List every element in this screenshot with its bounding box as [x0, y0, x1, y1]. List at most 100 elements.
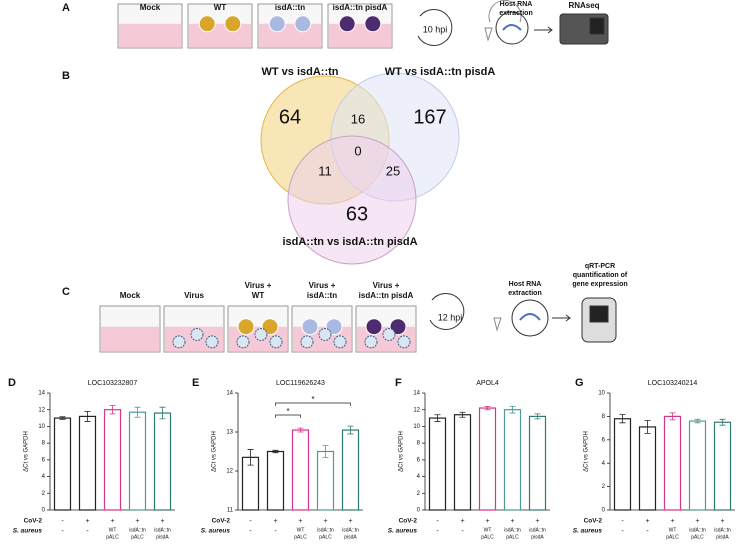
error-bar: [644, 420, 651, 434]
well-label: Virus: [184, 291, 204, 300]
rna: [519, 313, 541, 321]
y-tick-label: 6: [42, 457, 46, 463]
bar: [103, 409, 122, 511]
error-bar: [694, 418, 701, 424]
error-bar: [534, 413, 541, 420]
chart-title: LOC103240214: [648, 380, 698, 387]
medium: [259, 23, 321, 47]
panel-letter: F: [395, 377, 402, 389]
condition-label: +: [720, 518, 724, 525]
condition-name: CoV-2: [584, 518, 603, 525]
condition-label: +: [273, 518, 277, 525]
bar: [453, 414, 472, 511]
virus: [236, 335, 250, 349]
condition-label: isdA::tn: [689, 527, 706, 533]
error-bar: [322, 445, 329, 458]
condition-label: +: [323, 518, 327, 525]
y-tick-label: 12: [226, 469, 233, 475]
condition-label: +: [298, 518, 302, 525]
step-label: RNAseq: [568, 1, 599, 10]
y-tick-label: 13: [226, 430, 233, 436]
set-label: WT vs isdA::tn pisdA: [385, 66, 496, 78]
virus: [172, 335, 186, 349]
region-count: 25: [386, 163, 400, 178]
step-label: extraction: [499, 10, 532, 17]
zoom-circle: [495, 11, 529, 45]
condition-label: pALC: [106, 534, 119, 540]
condition-name: CoV-2: [24, 518, 43, 525]
y-tick-label: 12: [38, 407, 45, 413]
condition-label: -: [461, 528, 464, 535]
bar: [78, 415, 97, 511]
venn-circle: [287, 135, 417, 265]
condition-label: WT: [297, 527, 305, 533]
condition-label: -: [274, 528, 277, 535]
bar: [528, 415, 547, 511]
condition-label: WT: [669, 527, 677, 533]
error-bar: [669, 412, 676, 421]
error-bar: [434, 414, 441, 422]
bar: [503, 409, 522, 511]
rna: [502, 24, 522, 31]
bar: [663, 415, 682, 511]
cells: [365, 318, 383, 336]
error-bar: [159, 406, 166, 420]
y-tick-label: 12: [413, 407, 420, 413]
condition-label: -: [61, 528, 64, 535]
condition-label: isdA::tn: [504, 527, 521, 533]
condition-label: pisdA: [716, 534, 729, 540]
condition-label: +: [695, 518, 699, 525]
condition-label: +: [535, 518, 539, 525]
well-label: WT: [252, 291, 265, 300]
condition-label: isdA::tn: [342, 527, 359, 533]
virus: [364, 335, 378, 349]
bar: [688, 420, 707, 511]
y-tick-label: 4: [42, 474, 46, 480]
chart-title: APOL4: [476, 380, 499, 387]
condition-label: isdA::tn: [129, 527, 146, 533]
cells: [301, 318, 319, 336]
condition-label: isdA::tn: [714, 527, 731, 533]
virus: [254, 328, 268, 342]
condition-name: CoV-2: [399, 518, 418, 525]
well-label: Virus +: [373, 281, 400, 290]
well-label: isdA::tn: [275, 3, 305, 12]
step-label: gene expression: [572, 281, 627, 288]
condition-label: pALC: [131, 534, 144, 540]
y-tick-label: 2: [42, 491, 46, 497]
condition-label: -: [646, 528, 649, 535]
step-label: quantification of: [573, 272, 628, 279]
bar: [341, 429, 360, 511]
y-tick-label: 0: [42, 508, 46, 514]
well-label: Virus +: [245, 281, 272, 290]
bar: [316, 450, 335, 511]
tube: [493, 317, 502, 332]
region-count: 0: [354, 143, 361, 158]
region-count: 167: [413, 106, 446, 128]
significance-label: *: [286, 407, 289, 416]
cells: [237, 318, 255, 336]
y-tick-label: 2: [417, 491, 421, 497]
condition-label: pALC: [506, 534, 519, 540]
y-tick-label: 14: [413, 391, 420, 397]
condition-label: isdA::tn: [154, 527, 171, 533]
y-tick-label: 0: [602, 508, 606, 514]
y-tick-label: 11: [227, 508, 234, 514]
well-label: Mock: [120, 291, 141, 300]
panel-letter: C: [62, 286, 70, 298]
condition-label: pALC: [294, 534, 307, 540]
condition-label: pALC: [666, 534, 679, 540]
virus: [205, 335, 219, 349]
y-tick-label: 2: [602, 484, 606, 490]
bar: [291, 429, 310, 511]
virus: [300, 335, 314, 349]
error-bar: [347, 425, 354, 435]
condition-label: pALC: [319, 534, 332, 540]
cells: [364, 15, 382, 33]
y-axis-label: ΔCt vs GAPDH: [212, 431, 218, 472]
timepoint: 12 hpi: [438, 312, 463, 322]
y-tick-label: 10: [413, 424, 420, 430]
arrow: [552, 314, 571, 322]
condition-label: -: [621, 518, 624, 525]
